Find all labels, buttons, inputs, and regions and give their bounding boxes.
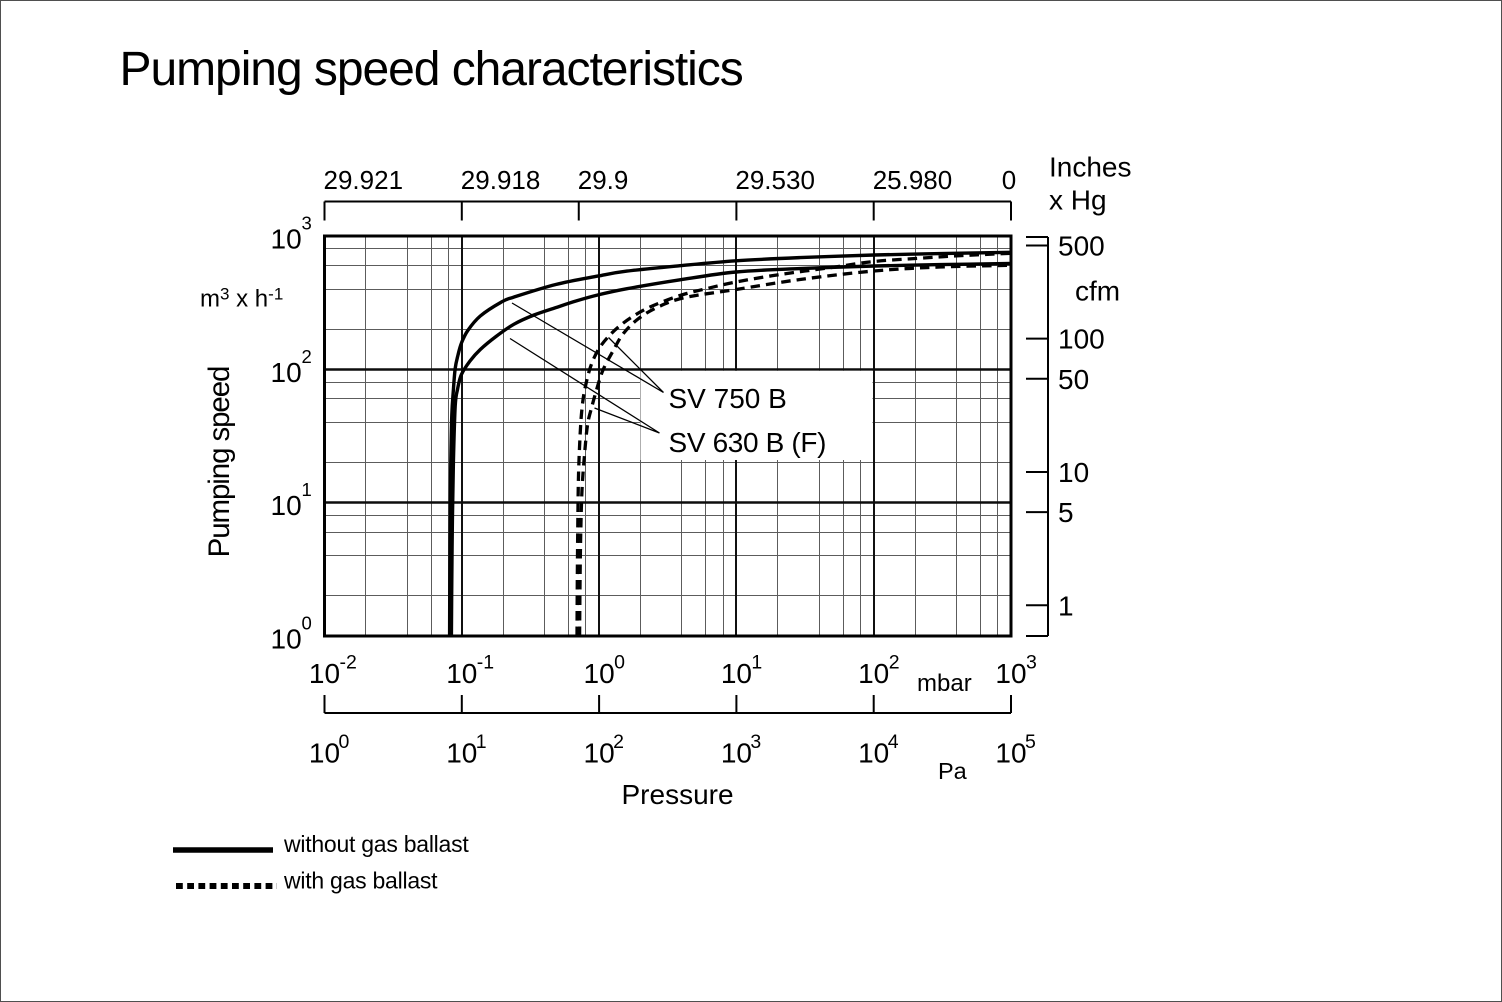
svg-text:29.530: 29.530	[735, 165, 815, 195]
svg-text:10: 10	[271, 624, 302, 655]
svg-text:-1: -1	[477, 652, 494, 674]
svg-text:10: 10	[858, 738, 889, 769]
svg-text:10: 10	[446, 658, 477, 689]
svg-text:m3 x h-1: m3 x h-1	[200, 285, 283, 313]
svg-text:3: 3	[750, 731, 761, 753]
svg-text:Pumping speed characteristics: Pumping speed characteristics	[120, 43, 743, 96]
svg-text:100: 100	[1058, 324, 1105, 355]
svg-text:10: 10	[995, 658, 1026, 689]
svg-text:10: 10	[1058, 457, 1089, 488]
svg-text:1: 1	[302, 479, 312, 500]
svg-text:SV 630 B (F): SV 630 B (F)	[669, 427, 827, 458]
svg-text:10: 10	[271, 490, 302, 521]
svg-text:10: 10	[858, 658, 889, 689]
svg-text:cfm: cfm	[1075, 276, 1120, 307]
svg-text:mbar: mbar	[917, 670, 972, 697]
svg-text:x Hg: x Hg	[1049, 185, 1107, 216]
svg-text:Pressure: Pressure	[622, 779, 734, 810]
svg-text:2: 2	[613, 731, 624, 753]
svg-text:-2: -2	[340, 652, 357, 674]
svg-text:3: 3	[1026, 652, 1037, 674]
svg-text:1: 1	[476, 731, 487, 753]
svg-text:25.980: 25.980	[873, 165, 953, 195]
svg-text:Pumping speed: Pumping speed	[203, 367, 236, 558]
svg-text:500: 500	[1058, 230, 1105, 261]
svg-text:10: 10	[446, 738, 477, 769]
svg-text:0: 0	[302, 613, 312, 634]
svg-text:10: 10	[271, 224, 302, 255]
svg-text:29.921: 29.921	[324, 165, 404, 195]
svg-text:29.9: 29.9	[578, 165, 629, 195]
svg-text:Pa: Pa	[938, 758, 968, 784]
svg-text:with gas ballast: with gas ballast	[283, 868, 438, 894]
svg-text:29.918: 29.918	[461, 165, 541, 195]
svg-text:10: 10	[995, 738, 1026, 769]
svg-text:10: 10	[309, 658, 340, 689]
svg-text:1: 1	[1058, 590, 1074, 621]
svg-text:10: 10	[721, 738, 752, 769]
svg-text:50: 50	[1058, 364, 1089, 395]
svg-text:4: 4	[888, 731, 899, 753]
svg-text:10: 10	[584, 738, 615, 769]
svg-text:0: 0	[339, 731, 350, 753]
svg-text:10: 10	[584, 658, 615, 689]
svg-text:without gas ballast: without gas ballast	[283, 831, 469, 857]
svg-text:Inches: Inches	[1049, 152, 1132, 183]
svg-text:10: 10	[721, 658, 752, 689]
svg-text:5: 5	[1025, 731, 1036, 753]
svg-text:5: 5	[1058, 497, 1074, 528]
svg-text:1: 1	[751, 652, 762, 674]
svg-text:10: 10	[309, 738, 340, 769]
svg-text:2: 2	[889, 652, 900, 674]
svg-text:2: 2	[302, 346, 312, 367]
svg-text:10: 10	[271, 357, 302, 388]
svg-text:0: 0	[1002, 165, 1016, 195]
svg-text:0: 0	[614, 652, 625, 674]
svg-text:3: 3	[302, 213, 312, 234]
svg-text:SV 750 B: SV 750 B	[669, 383, 787, 414]
